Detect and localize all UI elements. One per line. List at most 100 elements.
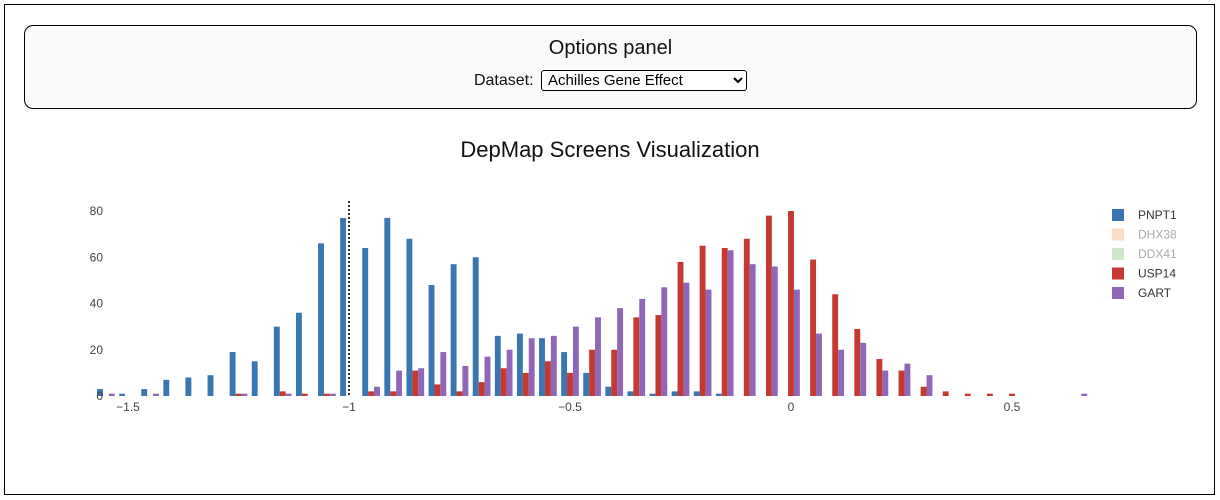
- legend-swatch-ddx41: [1112, 248, 1124, 260]
- options-panel: Options panel Dataset: Achilles Gene Eff…: [24, 25, 1197, 109]
- legend-swatch-dhx38: [1112, 228, 1124, 241]
- options-panel-title: Options panel: [548, 37, 673, 59]
- bar-usp14: [235, 393, 242, 396]
- bar-usp14: [810, 259, 817, 396]
- legend-swatch-pnpt1: [1112, 209, 1124, 221]
- bar-usp14: [986, 393, 993, 396]
- legend-label-usp14[interactable]: USP14: [1138, 267, 1176, 281]
- bar-usp14: [544, 361, 551, 396]
- x-tick-label: 0.5: [1004, 400, 1021, 414]
- bar-gart: [153, 393, 159, 396]
- bar-pnpt1: [273, 326, 280, 397]
- bar-usp14: [412, 370, 419, 396]
- bar-gart: [727, 250, 734, 396]
- bar-gart: [374, 386, 380, 396]
- bar-pnpt1: [362, 248, 369, 396]
- bar-gart: [926, 375, 933, 396]
- y-tick-label: 60: [90, 250, 104, 264]
- bar-usp14: [522, 372, 529, 397]
- bar-gart: [838, 349, 845, 396]
- dataset-select[interactable]: Achilles Gene Effect: [541, 70, 748, 91]
- bar-gart: [572, 326, 579, 397]
- bar-pnpt1: [627, 391, 634, 397]
- x-tick-label: 0: [788, 400, 795, 414]
- bar-usp14: [699, 245, 706, 396]
- bar-pnpt1: [318, 243, 324, 397]
- bar-gart: [1081, 393, 1088, 396]
- x-tick-label: −1: [342, 400, 356, 414]
- bar-pnpt1: [119, 393, 126, 396]
- bar-gart: [506, 349, 513, 396]
- bar-usp14: [279, 391, 286, 397]
- legend-label-pnpt1[interactable]: PNPT1: [1138, 208, 1177, 222]
- y-tick-label: 80: [90, 204, 104, 218]
- bar-usp14: [655, 315, 662, 396]
- page-frame: [4, 4, 1215, 495]
- x-tick-label: −0.5: [558, 400, 582, 414]
- bar-gart: [396, 370, 403, 396]
- bar-gart: [418, 368, 425, 396]
- bar-gart: [771, 266, 778, 396]
- x-tick-label: −1.5: [116, 400, 140, 414]
- legend-label-gart[interactable]: GART: [1138, 286, 1172, 300]
- bar-gart: [705, 289, 712, 397]
- bar-gart: [749, 264, 756, 396]
- bar-gart: [816, 333, 822, 396]
- bar-gart: [550, 335, 557, 397]
- bar-pnpt1: [141, 389, 148, 396]
- bar-usp14: [898, 370, 905, 396]
- bar-usp14: [920, 386, 927, 396]
- bar-gart: [617, 308, 624, 397]
- bar-gart: [683, 282, 690, 396]
- bar-pnpt1: [539, 338, 545, 396]
- bar-gart: [108, 393, 115, 396]
- bar-pnpt1: [671, 391, 678, 397]
- bar-pnpt1: [472, 257, 479, 396]
- bar-usp14: [677, 261, 684, 397]
- bar-usp14: [567, 372, 573, 397]
- bar-gart: [904, 363, 911, 397]
- bar-pnpt1: [384, 217, 391, 396]
- bar-usp14: [876, 359, 883, 396]
- dataset-label: Dataset:: [473, 71, 534, 89]
- bar-usp14: [633, 317, 640, 397]
- bar-pnpt1: [295, 312, 302, 396]
- bar-usp14: [942, 391, 949, 397]
- bar-gart: [639, 298, 646, 397]
- bar-gart: [241, 393, 248, 396]
- bar-pnpt1: [428, 285, 435, 396]
- bar-usp14: [323, 393, 330, 396]
- bar-usp14: [788, 211, 794, 396]
- legend-label-dhx38[interactable]: DHX38: [1138, 228, 1177, 242]
- bar-gart: [882, 370, 889, 396]
- legend-swatch-usp14: [1112, 267, 1124, 280]
- bar-usp14: [390, 391, 397, 397]
- bar-gart: [440, 352, 447, 396]
- bar-pnpt1: [649, 393, 656, 396]
- bar-pnpt1: [450, 264, 457, 396]
- bar-gart: [595, 317, 601, 397]
- bar-pnpt1: [229, 352, 236, 396]
- bar-usp14: [589, 349, 596, 396]
- bar-usp14: [611, 349, 618, 396]
- bar-gart: [528, 338, 535, 396]
- legend-label-ddx41[interactable]: DDX41: [1138, 247, 1177, 261]
- bar-pnpt1: [340, 217, 347, 396]
- bar-usp14: [854, 328, 861, 396]
- bar-gart: [462, 365, 469, 396]
- bar-pnpt1: [494, 335, 501, 397]
- bar-pnpt1: [605, 386, 612, 396]
- bar-usp14: [1009, 393, 1015, 396]
- bar-gart: [484, 356, 491, 396]
- bar-usp14: [964, 393, 971, 396]
- y-tick-label: 40: [90, 297, 104, 311]
- legend-swatch-gart: [1112, 287, 1124, 299]
- bar-usp14: [434, 384, 441, 396]
- bar-pnpt1: [561, 352, 568, 396]
- bar-pnpt1: [693, 391, 700, 397]
- dataset-row: Dataset: Achilles Gene Effect: [25, 70, 1196, 91]
- bar-usp14: [500, 368, 507, 396]
- bar-usp14: [301, 393, 308, 396]
- bar-gart: [329, 393, 336, 396]
